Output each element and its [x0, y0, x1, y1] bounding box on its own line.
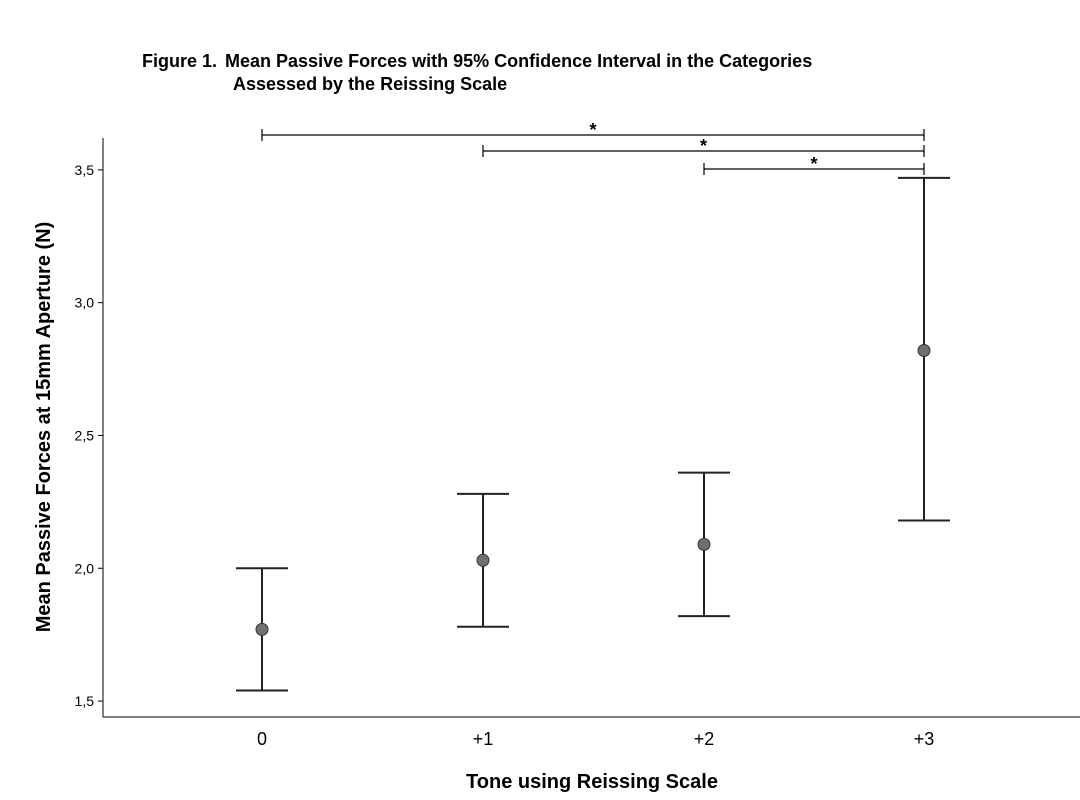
figure-label: Figure 1.	[142, 51, 218, 71]
mean-point	[476, 553, 490, 567]
chart-title: Figure 1. Mean Passive Forces with 95% Co…	[142, 50, 812, 96]
x-axis-label: Tone using Reissing Scale	[466, 771, 718, 793]
error-bar-group	[898, 176, 950, 522]
mean-point	[697, 537, 711, 551]
y-tick-label: 1,5	[75, 693, 95, 709]
error-bar-group	[457, 492, 509, 628]
y-tick-label: 3,5	[75, 162, 95, 178]
error-bar-group	[678, 471, 730, 618]
significance-bracket: *	[261, 120, 925, 141]
title-line-2: Assessed by the Reissing Scale	[233, 74, 508, 94]
y-axis-label: Mean Passive Forces at 15mm Aperture (N)	[33, 222, 55, 633]
x-tick-label: +1	[473, 729, 494, 749]
significance-bracket: *	[482, 136, 925, 157]
x-tick-label: +3	[914, 729, 935, 749]
error-bar-group	[236, 567, 288, 692]
significance-star: *	[810, 154, 817, 174]
x-tick-label: +2	[694, 729, 715, 749]
data-series	[236, 176, 950, 692]
title-line-1: Figure 1. Mean Passive Forces with 95% Co…	[142, 50, 812, 73]
x-axis-ticks: 0 +1 +2 +3	[257, 729, 934, 749]
mean-point	[255, 622, 269, 636]
significance-bracket: *	[703, 154, 925, 175]
y-tick-label: 3,0	[75, 295, 95, 311]
x-tick-label: 0	[257, 729, 267, 749]
title-text-1: Mean Passive Forces with 95% Confidence …	[225, 51, 813, 71]
y-tick-label: 2,5	[75, 427, 95, 443]
y-axis-ticks: 1,5 2,0 2,5 3,0 3,5	[75, 162, 103, 709]
mean-point	[917, 343, 931, 357]
significance-brackets: * * *	[261, 120, 925, 175]
significance-star: *	[589, 120, 596, 140]
y-tick-label: 2,0	[75, 560, 95, 576]
significance-star: *	[700, 136, 707, 156]
